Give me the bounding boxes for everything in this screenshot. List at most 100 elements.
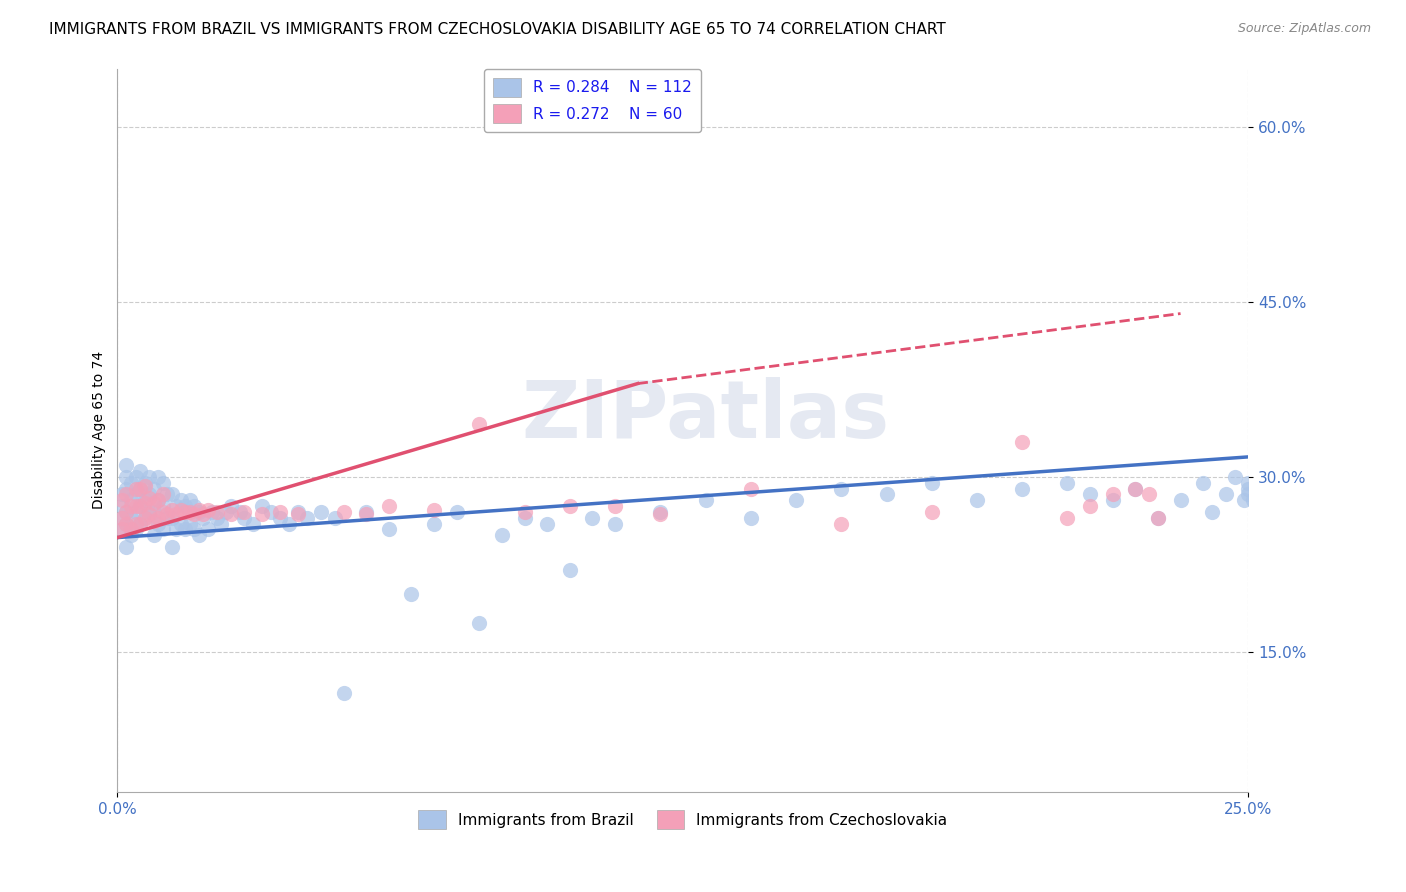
Point — [138, 491, 160, 505]
Point — [120, 475, 142, 490]
Point — [134, 510, 156, 524]
Point — [120, 523, 142, 537]
Point — [309, 505, 332, 519]
Point — [142, 528, 165, 542]
Point — [120, 499, 142, 513]
Point — [921, 475, 943, 490]
Point — [142, 505, 165, 519]
Point — [129, 499, 152, 513]
Point — [1192, 475, 1215, 490]
Point — [152, 475, 174, 490]
Point — [111, 510, 134, 524]
Point — [1237, 482, 1260, 496]
Point — [581, 510, 603, 524]
Point — [124, 482, 146, 496]
Point — [378, 523, 401, 537]
Point — [219, 499, 242, 513]
Point — [695, 493, 717, 508]
Point — [138, 508, 160, 522]
Point — [193, 508, 215, 522]
Point — [233, 510, 256, 524]
Point — [1237, 487, 1260, 501]
Point — [740, 510, 762, 524]
Point — [1147, 510, 1170, 524]
Point — [603, 516, 626, 531]
Point — [152, 487, 174, 501]
Point — [187, 505, 209, 519]
Point — [242, 516, 264, 531]
Point — [187, 502, 209, 516]
Point — [146, 493, 169, 508]
Point — [134, 475, 156, 490]
Point — [260, 505, 283, 519]
Point — [111, 487, 134, 501]
Point — [115, 505, 138, 519]
Point — [269, 505, 291, 519]
Point — [332, 686, 354, 700]
Point — [120, 528, 142, 542]
Point — [124, 523, 146, 537]
Point — [129, 499, 152, 513]
Point — [183, 523, 205, 537]
Point — [205, 505, 228, 519]
Text: Source: ZipAtlas.com: Source: ZipAtlas.com — [1237, 22, 1371, 36]
Point — [134, 493, 156, 508]
Point — [250, 499, 273, 513]
Point — [201, 505, 224, 519]
Point — [120, 510, 142, 524]
Point — [160, 487, 183, 501]
Point — [193, 510, 215, 524]
Point — [1201, 505, 1223, 519]
Point — [740, 482, 762, 496]
Point — [378, 499, 401, 513]
Point — [152, 523, 174, 537]
Point — [129, 482, 152, 496]
Point — [215, 505, 238, 519]
Legend: Immigrants from Brazil, Immigrants from Czechoslovakia: Immigrants from Brazil, Immigrants from … — [412, 804, 953, 835]
Point — [287, 505, 309, 519]
Point — [170, 502, 193, 516]
Point — [1101, 493, 1123, 508]
Point — [129, 516, 152, 531]
Point — [1137, 487, 1160, 501]
Point — [1241, 493, 1264, 508]
Point — [650, 505, 672, 519]
Point — [297, 510, 319, 524]
Point — [1246, 499, 1268, 513]
Point — [354, 508, 377, 522]
Point — [124, 516, 146, 531]
Point — [491, 528, 513, 542]
Point — [423, 502, 446, 516]
Point — [142, 495, 165, 509]
Point — [558, 499, 581, 513]
Point — [513, 510, 536, 524]
Point — [160, 540, 183, 554]
Point — [138, 505, 160, 519]
Point — [468, 615, 491, 630]
Point — [152, 499, 174, 513]
Point — [124, 505, 146, 519]
Point — [179, 505, 201, 519]
Point — [446, 505, 468, 519]
Point — [1246, 475, 1268, 490]
Point — [160, 502, 183, 516]
Point — [1170, 493, 1192, 508]
Point — [183, 508, 205, 522]
Point — [115, 470, 138, 484]
Point — [179, 516, 201, 531]
Point — [146, 493, 169, 508]
Point — [785, 493, 807, 508]
Point — [1251, 458, 1274, 473]
Point — [111, 499, 134, 513]
Point — [197, 523, 219, 537]
Y-axis label: Disability Age 65 to 74: Disability Age 65 to 74 — [93, 351, 107, 509]
Point — [142, 514, 165, 528]
Point — [1223, 470, 1246, 484]
Point — [921, 505, 943, 519]
Point — [269, 510, 291, 524]
Point — [205, 510, 228, 524]
Point — [170, 493, 193, 508]
Point — [115, 482, 138, 496]
Point — [1237, 475, 1260, 490]
Point — [323, 510, 346, 524]
